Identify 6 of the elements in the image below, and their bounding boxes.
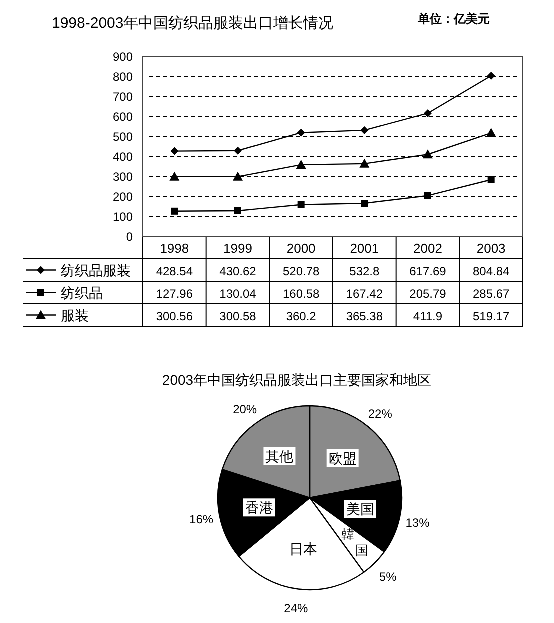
title: 2003年中国纺织品服装出口主要国家和地区 xyxy=(162,372,432,388)
legend-label: 服装 xyxy=(61,307,89,324)
legend-label: 纺织品服装 xyxy=(61,262,131,278)
title: 1998-2003年中国纺织品服装出口增长情况 xyxy=(52,15,334,32)
annotation: 单位：亿美元 xyxy=(418,12,490,26)
legend-label: 纺织品 xyxy=(61,284,103,301)
